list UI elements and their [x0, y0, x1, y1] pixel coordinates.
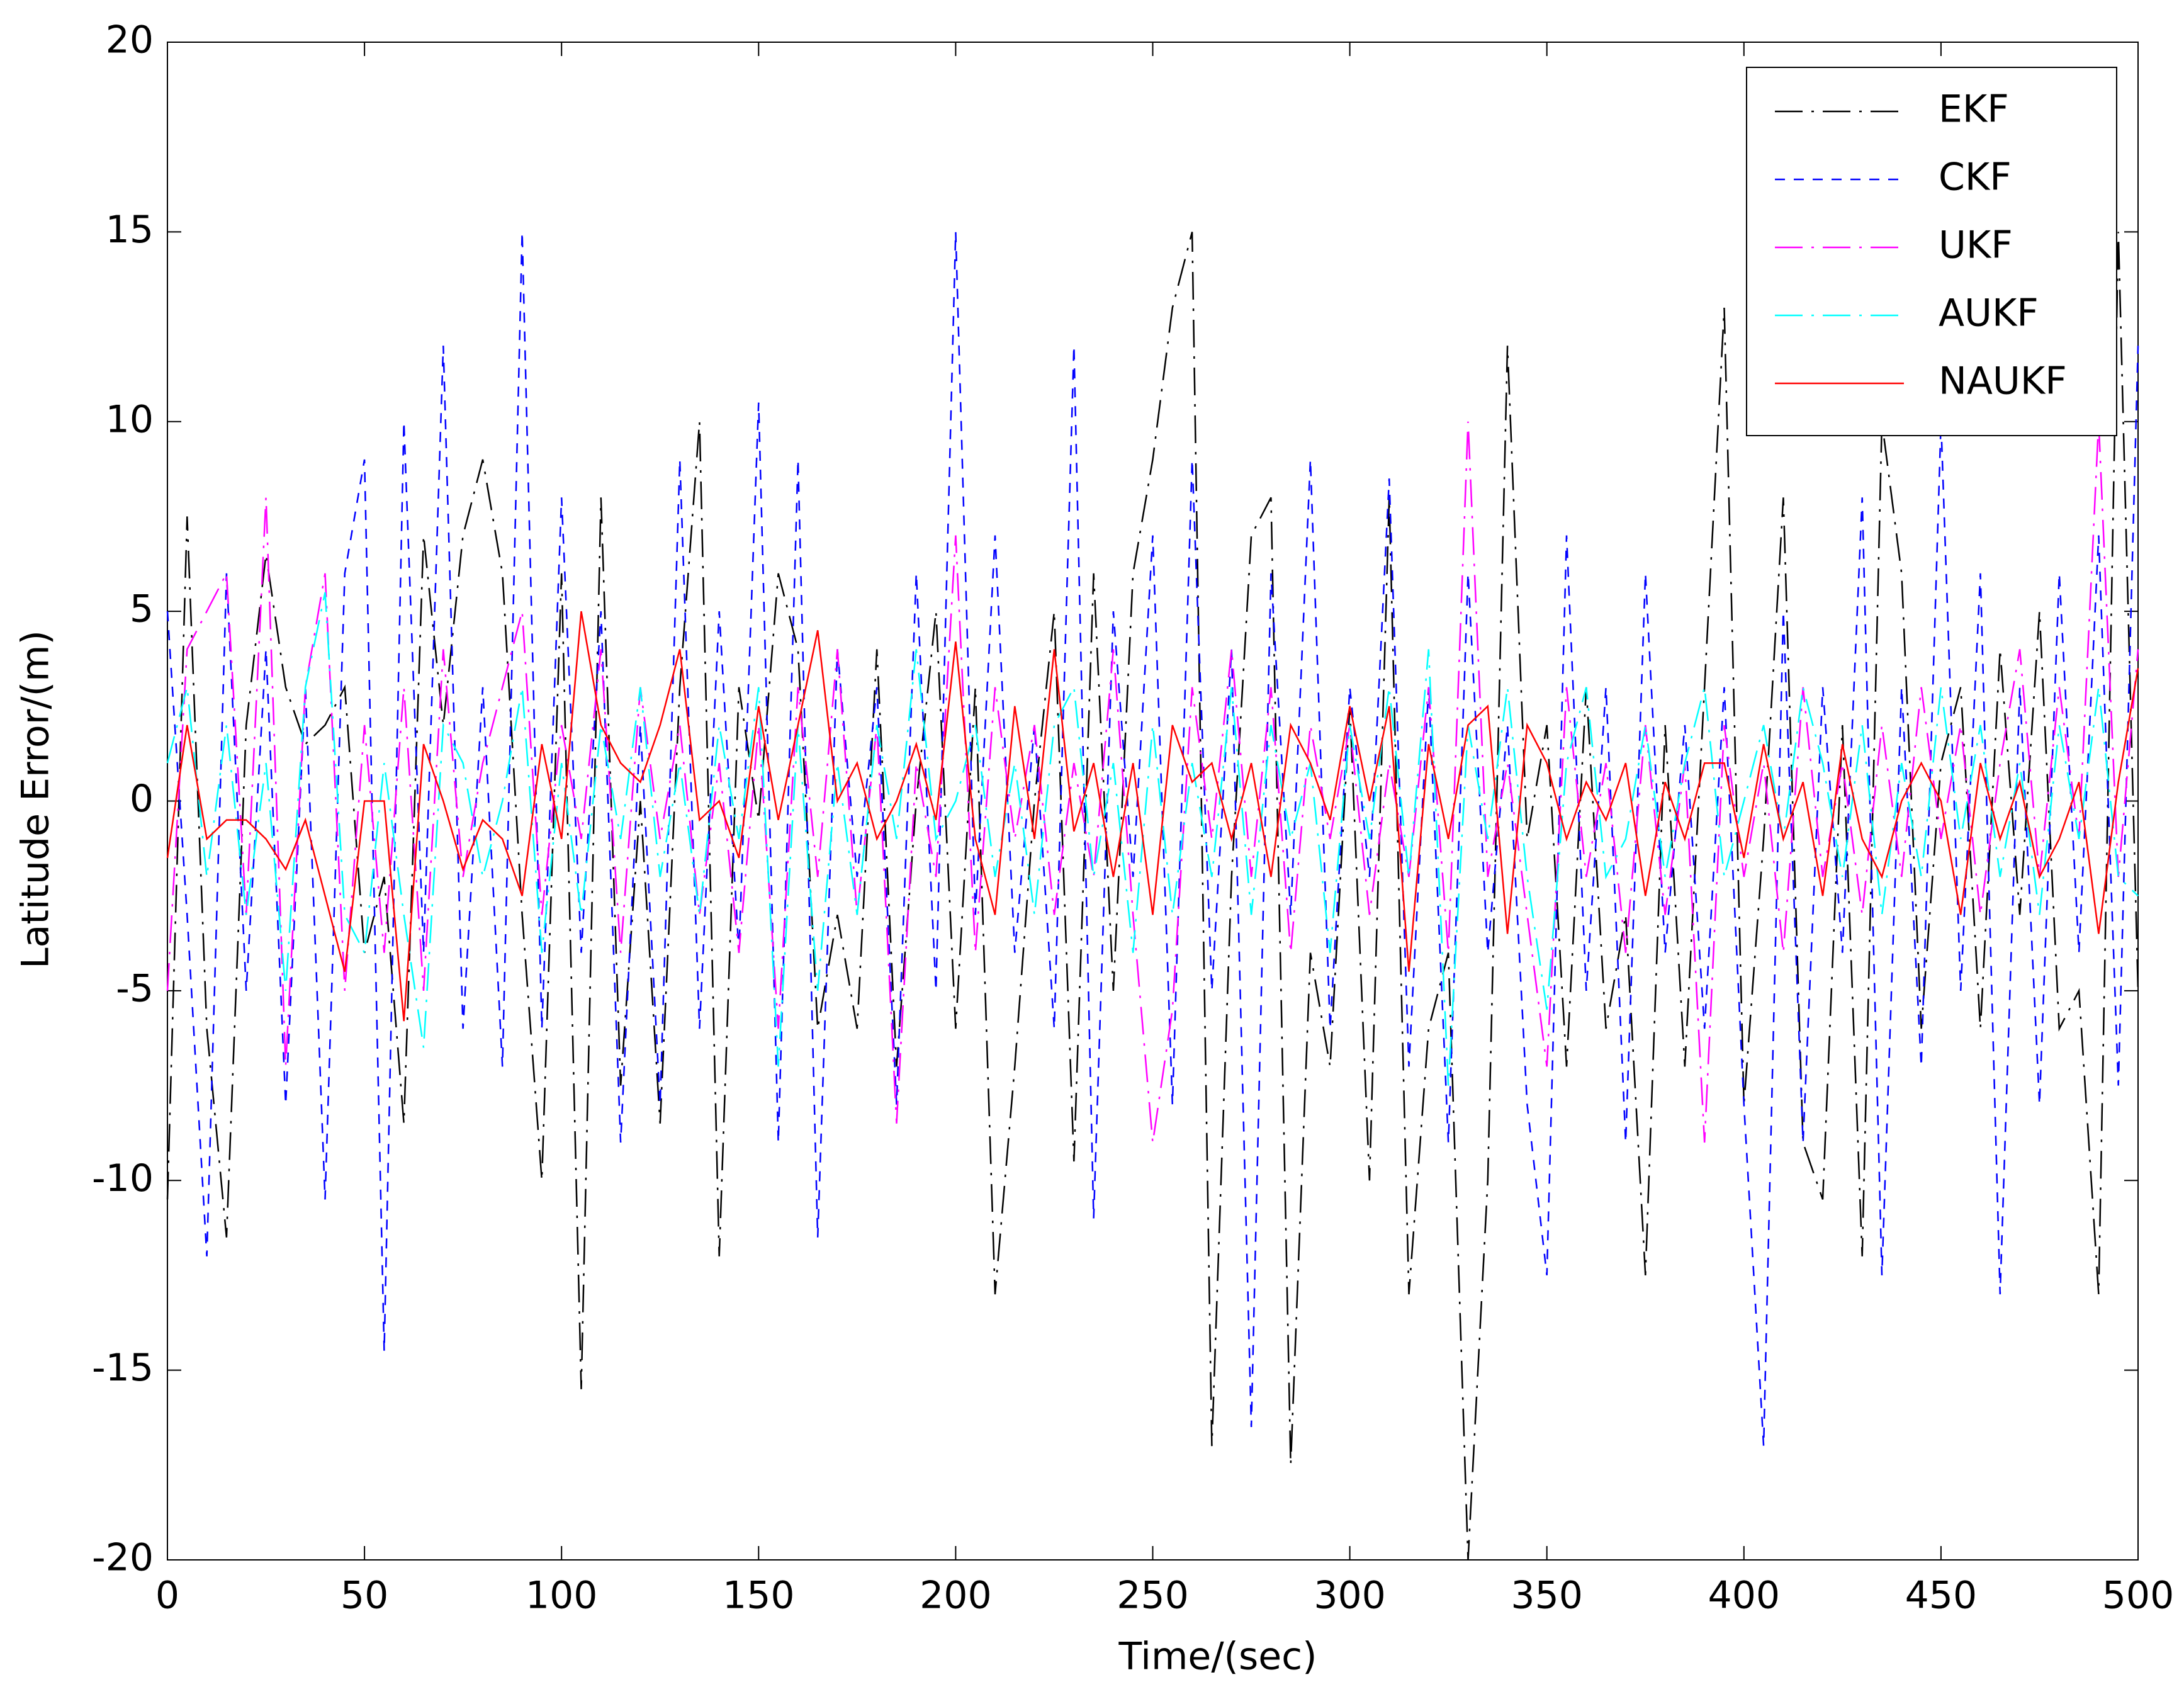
x-tick-label: 0	[155, 1574, 179, 1618]
x-tick-label: 100	[526, 1574, 598, 1618]
x-tick-label: 450	[1905, 1574, 1978, 1618]
series-line	[166, 421, 2139, 1143]
y-tick-label: -10	[92, 1156, 154, 1200]
series-line	[166, 232, 2139, 1561]
y-tick-label: 20	[106, 18, 154, 62]
y-tick-label: 0	[130, 777, 154, 821]
y-tick-label: -20	[92, 1536, 154, 1580]
x-tick-label: 150	[723, 1574, 795, 1618]
legend-label: AUKF	[1939, 291, 2039, 336]
x-tick-label: 350	[1511, 1574, 1583, 1618]
y-tick-label: -15	[92, 1346, 154, 1390]
series-line	[166, 232, 2139, 1447]
x-tick-label: 500	[2102, 1574, 2175, 1618]
series-line	[166, 611, 2139, 1022]
series-line	[166, 592, 2139, 1086]
x-tick-label: 250	[1117, 1574, 1189, 1618]
y-axis-label: Latitude Error/(m)	[14, 630, 58, 969]
legend-label: NAUKF	[1939, 359, 2067, 404]
y-tick-label: 5	[130, 587, 154, 631]
legend-label: UKF	[1939, 223, 2013, 268]
y-tick-label: 10	[106, 397, 154, 441]
y-tick-label: 15	[106, 208, 154, 252]
legend-label: EKF	[1939, 87, 2009, 132]
x-tick-label: 300	[1314, 1574, 1386, 1618]
x-tick-label: 50	[341, 1574, 388, 1618]
legend-label: CKF	[1939, 155, 2012, 200]
y-tick-label: -5	[116, 966, 154, 1010]
x-tick-label: 200	[920, 1574, 992, 1618]
x-tick-label: 400	[1708, 1574, 1781, 1618]
x-axis-label: Time/(sec)	[1118, 1635, 1317, 1679]
legend	[1746, 67, 2117, 436]
